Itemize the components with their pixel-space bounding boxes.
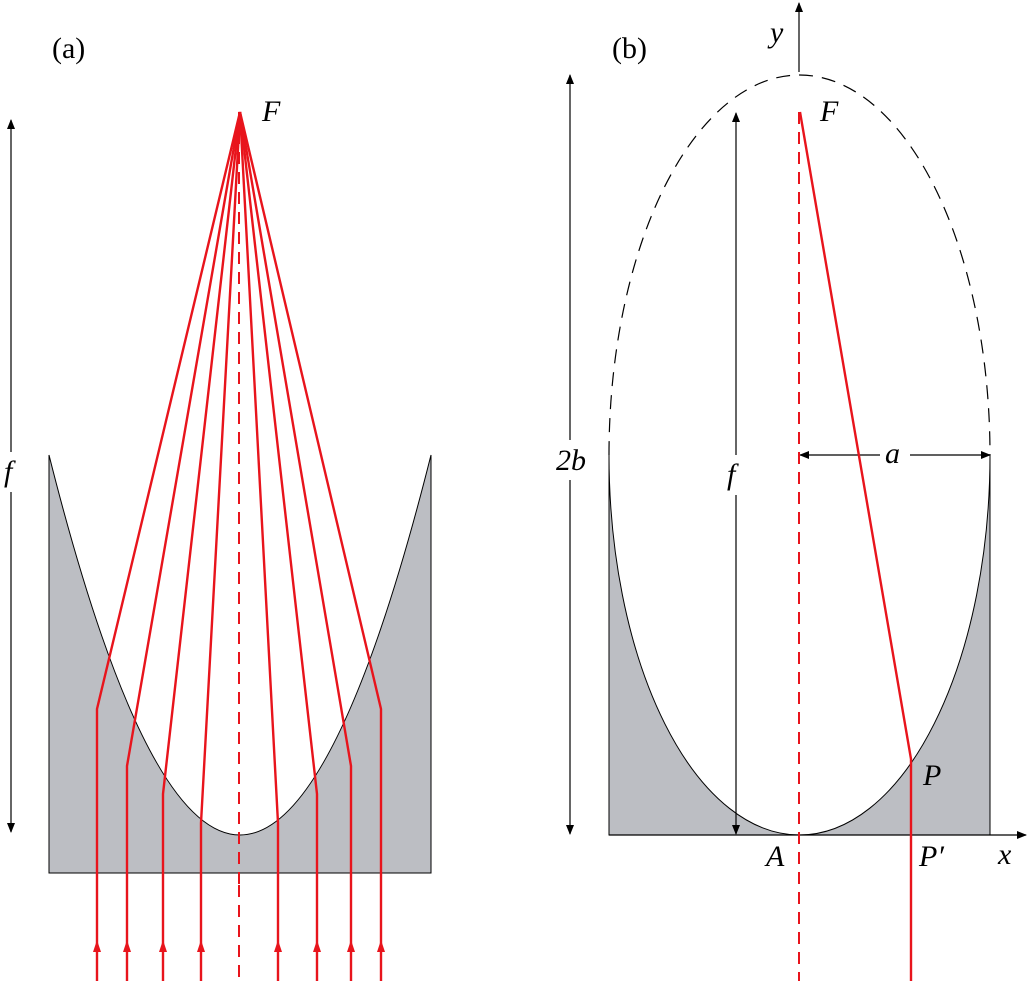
focus-label-a: F xyxy=(261,95,281,128)
ray-b xyxy=(798,111,913,981)
liquid-body-a xyxy=(48,454,432,874)
panel-a-label: (a) xyxy=(52,32,85,65)
ray-8 xyxy=(238,111,383,885)
ray-6 xyxy=(238,111,319,885)
ray-3 xyxy=(161,111,242,885)
semi-axis-label: a xyxy=(885,437,900,470)
incoming-rays-a xyxy=(95,885,383,985)
ray-5 xyxy=(238,111,280,885)
panel-a: (a) f xyxy=(0,32,432,985)
x-axis-label: x xyxy=(997,838,1012,871)
point-P-label: P xyxy=(922,759,941,792)
liquid-body-b xyxy=(608,454,991,836)
panel-b: (b) x y 2b f a F P P′ A xyxy=(552,2,1027,981)
y-axis-label: y xyxy=(767,16,784,49)
height-2b-label: 2b xyxy=(556,444,586,477)
focus-label-b: F xyxy=(819,95,839,128)
ellipse-upper-dashed xyxy=(608,74,991,456)
semi-axis-label-mask xyxy=(880,438,910,470)
focal-label-mask-b xyxy=(722,455,750,495)
rays-a xyxy=(95,111,383,885)
point-P-prime-label: P′ xyxy=(918,840,944,873)
ray-1 xyxy=(95,111,242,885)
panel-b-label: (b) xyxy=(612,32,647,65)
ray-2 xyxy=(125,111,242,885)
vertex-A-label: A xyxy=(764,840,785,873)
focal-label-mask-a xyxy=(0,452,24,492)
ray-4 xyxy=(199,111,242,885)
ray-7 xyxy=(238,111,353,885)
height-label-mask xyxy=(552,440,592,480)
